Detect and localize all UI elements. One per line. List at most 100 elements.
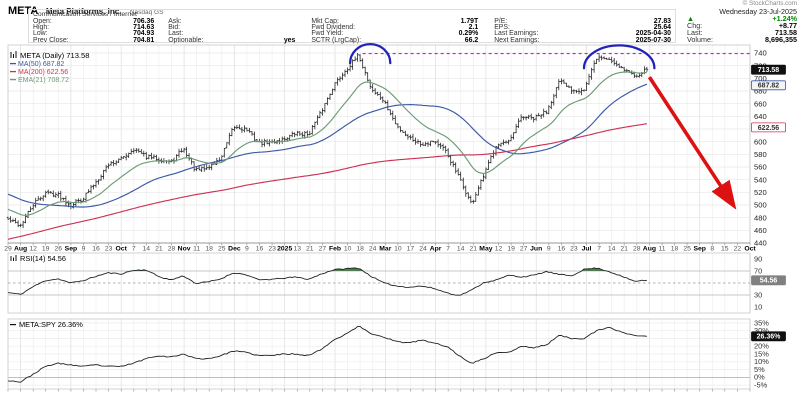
axis-price-tag xyxy=(751,331,786,342)
svg-text:10: 10 xyxy=(394,246,402,253)
quote-value: 66.2 xyxy=(464,36,479,44)
axis-price-tag xyxy=(751,275,786,286)
distribution-arc xyxy=(582,44,656,70)
svg-text:713.58: 713.58 xyxy=(758,67,780,74)
svg-text:660: 660 xyxy=(754,99,767,108)
svg-text:580: 580 xyxy=(754,150,767,159)
quote-field: Fwd Yield: 0.29% xyxy=(311,30,478,37)
ratio-line xyxy=(7,325,647,383)
svg-text:Jul: Jul xyxy=(582,246,592,253)
rsi-line xyxy=(7,267,647,296)
svg-text:700: 700 xyxy=(754,74,767,83)
svg-text:480: 480 xyxy=(754,213,767,222)
svg-text:15: 15 xyxy=(721,246,729,253)
svg-text:90: 90 xyxy=(754,254,762,263)
svg-text:5%: 5% xyxy=(754,365,765,374)
dateline-value: 713.58 xyxy=(775,28,797,38)
svg-text:21: 21 xyxy=(620,246,628,253)
svg-text:21: 21 xyxy=(306,246,314,253)
svg-text:13: 13 xyxy=(294,246,302,253)
svg-text:600: 600 xyxy=(754,137,767,146)
axis-price-tag xyxy=(751,80,786,91)
quote-column-3: Mkt Cap: 1.79T Fwd Dividend: 2.1 Fwd Yield: 0… xyxy=(311,18,479,44)
svg-text:10%: 10% xyxy=(754,357,769,366)
dateline-row: Last: 713.58 xyxy=(687,29,797,36)
quote-value: 704.81 xyxy=(133,36,155,44)
quote-field: EPS: 25.64 xyxy=(494,24,671,31)
svg-text:28: 28 xyxy=(633,246,641,253)
svg-text:9: 9 xyxy=(82,246,86,253)
axis-price-tag xyxy=(751,122,786,133)
quote-label: Low: xyxy=(33,30,48,38)
dateline-label: Last: xyxy=(687,28,703,38)
quote-label: High: xyxy=(33,24,50,32)
svg-text:12: 12 xyxy=(29,246,37,253)
dateline-row: Volume: 8,696,355 xyxy=(687,36,797,43)
svg-text:25: 25 xyxy=(683,246,691,253)
quote-field: High: 714.63 xyxy=(33,24,154,32)
svg-text:520: 520 xyxy=(754,188,767,197)
svg-text:21: 21 xyxy=(470,246,478,253)
dateline-label: Volume: xyxy=(687,35,713,45)
company-name: Meta Platforms, Inc. xyxy=(45,7,122,16)
svg-text:12: 12 xyxy=(495,246,503,253)
annotations xyxy=(348,43,750,210)
svg-text:17: 17 xyxy=(407,246,415,253)
quote-label: Prev Close: xyxy=(33,36,69,44)
quote-value: 1.79T xyxy=(460,18,479,26)
svg-text:22: 22 xyxy=(734,246,742,253)
indicator-icon xyxy=(10,255,17,261)
quote-value: 706.36 xyxy=(133,18,155,26)
quote-box: Communication Services / Internet Open: 7… xyxy=(28,9,676,44)
svg-text:14: 14 xyxy=(608,246,616,253)
svg-text:26.36%: 26.36% xyxy=(757,334,782,341)
svg-text:500: 500 xyxy=(754,201,767,210)
quote-label: Optionable: xyxy=(168,36,204,44)
svg-text:Oct: Oct xyxy=(116,246,128,253)
price-axis: 7407207006806606406206005805605405205004… xyxy=(4,49,786,253)
svg-text:META:SPY 26.36%: META:SPY 26.36% xyxy=(19,320,83,329)
quote-field: Open: 706.36 xyxy=(33,18,155,26)
svg-text:Sep: Sep xyxy=(65,246,77,253)
svg-text:16: 16 xyxy=(256,246,264,253)
rsi-overbought-fill xyxy=(330,268,364,271)
svg-text:18: 18 xyxy=(671,246,679,253)
dateline-value: +8.77 xyxy=(778,20,797,30)
svg-text:29: 29 xyxy=(4,246,12,253)
svg-text:MA(50) 687.82: MA(50) 687.82 xyxy=(18,61,64,68)
quote-field: Mkt Cap: 1.79T xyxy=(311,18,479,26)
svg-text:24: 24 xyxy=(419,246,427,253)
quote-label: Next Earnings: xyxy=(494,36,540,44)
copyright: © StockCharts.com xyxy=(742,0,797,7)
svg-text:540: 540 xyxy=(754,175,767,184)
svg-text:Jun: Jun xyxy=(530,246,542,253)
svg-text:Oct: Oct xyxy=(744,246,756,253)
svg-text:54.56: 54.56 xyxy=(760,278,778,285)
change-last-volume: Chg: +8.77 Last: 713.58 Volume: 8,696,355 xyxy=(687,22,797,44)
quote-field: Prev Close: 704.81 xyxy=(33,36,155,44)
chart-date: Wednesday 23-Jul-2025 xyxy=(719,6,797,16)
quote-field: Last Earnings: 2025-04-30 xyxy=(494,30,672,38)
percent-change-row: ▲ +1.24% xyxy=(687,14,797,21)
quote-value: 2025-04-30 xyxy=(635,30,672,38)
svg-text:21: 21 xyxy=(155,246,163,253)
downtrend-arrow xyxy=(647,76,737,210)
svg-text:Aug: Aug xyxy=(14,246,27,253)
svg-text:10: 10 xyxy=(754,302,762,311)
quote-label: Mkt Cap: xyxy=(311,18,339,26)
svg-text:0%: 0% xyxy=(754,373,765,382)
ohlc-bars xyxy=(6,53,649,229)
rsi-pane: 90 70 30 10 54.56 RSI(14) 54.56 xyxy=(7,254,786,311)
chart-type-icon xyxy=(10,51,17,58)
svg-text:META (Daily) 713.58: META (Daily) 713.58 xyxy=(20,51,90,60)
quote-label: Last: xyxy=(168,30,184,38)
quote-value: 704.93 xyxy=(133,30,155,38)
svg-text:EMA(21) 708.72: EMA(21) 708.72 xyxy=(18,77,69,84)
svg-text:7: 7 xyxy=(132,246,136,253)
svg-text:Mar: Mar xyxy=(379,246,391,253)
distribution-arc xyxy=(348,43,392,65)
svg-text:640: 640 xyxy=(754,112,767,121)
